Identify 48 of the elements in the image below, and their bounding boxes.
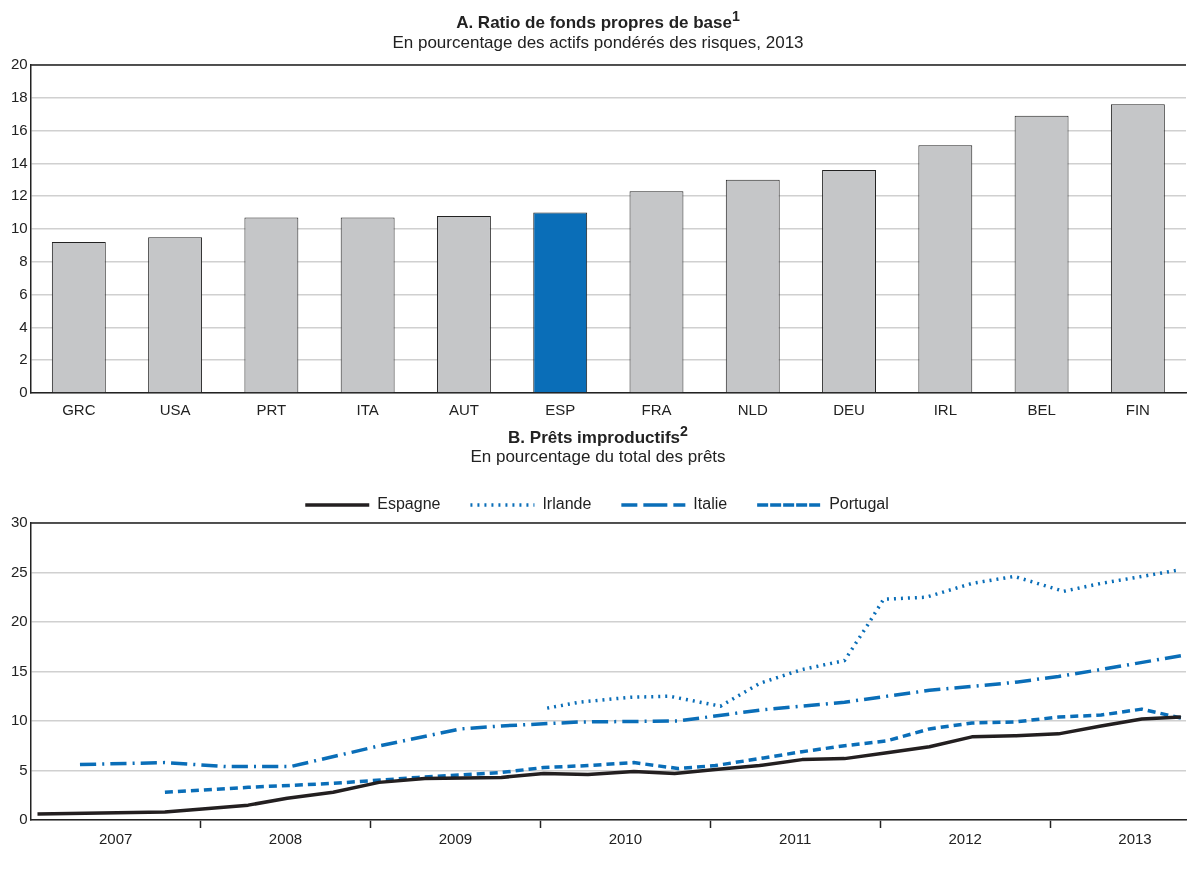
- y-tick-label: 4: [19, 317, 28, 335]
- y-tick-label: 2: [19, 350, 28, 367]
- x-tick-label: ESP: [545, 400, 576, 418]
- legend-label: Espagne: [377, 495, 441, 513]
- y-tick-label: 6: [19, 284, 28, 302]
- chart-title: B. Prêts improductifs$^{2}$: [507, 422, 689, 448]
- x-tick-label: 2011: [779, 830, 812, 848]
- x-tick-label: 2013: [1118, 830, 1152, 848]
- x-tick-label: PRT: [256, 400, 287, 418]
- y-tick-label: 12: [11, 186, 28, 203]
- x-tick-label: ITA: [356, 400, 379, 418]
- y-tick-label: 10: [11, 218, 28, 236]
- y-tick-label: 0: [19, 810, 28, 828]
- x-tick-label: DEU: [833, 400, 865, 418]
- y-tick-label: 25: [11, 562, 28, 580]
- legend-label: Italie: [693, 495, 728, 513]
- legend-label: Irlande: [542, 495, 592, 513]
- line-series: [78, 654, 1183, 769]
- y-tick-label: 30: [11, 513, 28, 531]
- y-tick-label: 18: [11, 87, 28, 105]
- y-tick-label: 8: [19, 251, 28, 269]
- y-tick-label: 20: [11, 612, 28, 630]
- x-tick-label: USA: [159, 400, 191, 418]
- x-tick-label: 2010: [608, 830, 643, 848]
- y-tick-label: 14: [11, 153, 28, 171]
- x-tick-label: IRL: [933, 400, 957, 418]
- x-tick-label: BEL: [1027, 400, 1056, 418]
- line-series: [545, 569, 1178, 711]
- x-tick-label: AUT: [448, 400, 479, 418]
- chart-subtitle: En pourcentage des actifs pondérés des risques, 2013: [391, 32, 805, 53]
- chart-title: A. Ratio de fonds propres de base$^{1}$: [455, 8, 741, 33]
- y-tick-label: 0: [19, 382, 28, 400]
- y-tick-label: 5: [19, 760, 28, 778]
- x-tick-label: FIN: [1125, 400, 1150, 418]
- y-tick-label: 20: [11, 54, 28, 72]
- y-tick-label: 10: [11, 711, 28, 729]
- x-tick-label: 2012: [948, 830, 982, 848]
- x-tick-label: 2007: [98, 830, 133, 848]
- y-tick-label: 15: [11, 661, 28, 679]
- chart-subtitle: En pourcentage du total des prêts: [469, 447, 727, 468]
- x-tick-label: GRC: [62, 400, 96, 418]
- x-tick-label: NLD: [737, 400, 768, 418]
- x-tick-label: 2009: [438, 830, 473, 848]
- x-tick-label: FRA: [641, 400, 672, 418]
- line-series: [163, 707, 1183, 795]
- x-tick-label: 2008: [268, 830, 303, 848]
- legend-label: Portugal: [829, 495, 889, 513]
- y-tick-label: 16: [11, 120, 28, 138]
